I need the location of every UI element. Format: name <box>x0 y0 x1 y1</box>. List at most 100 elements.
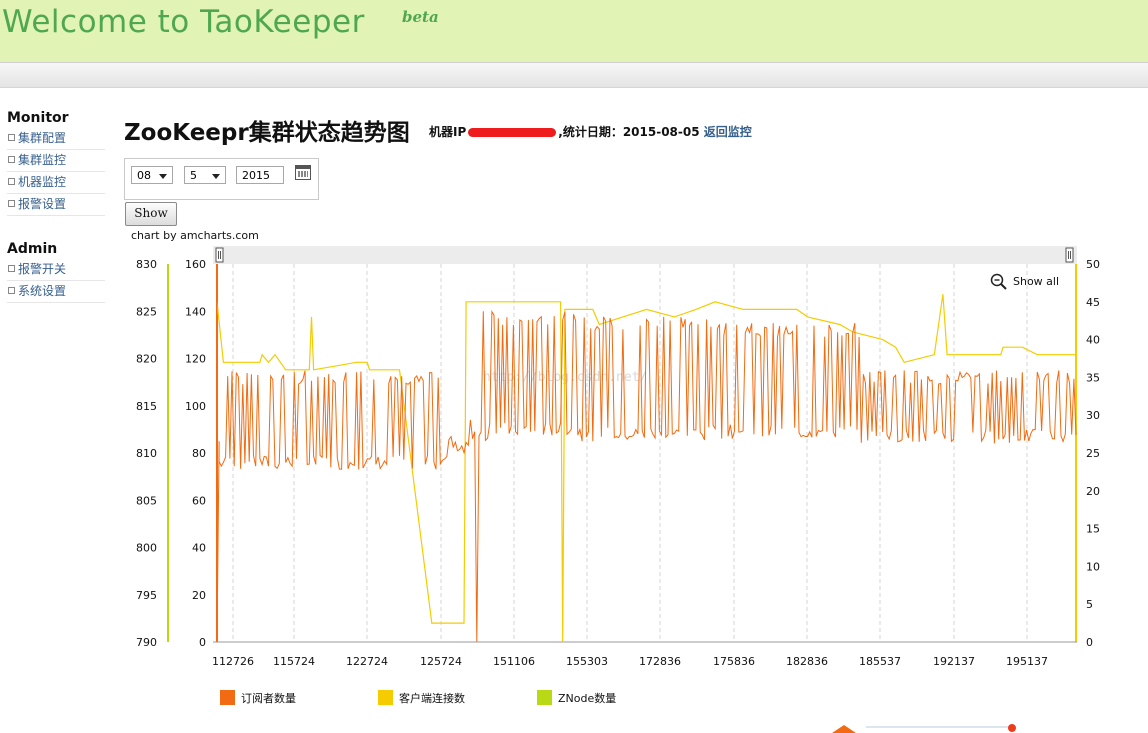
sidebar-item-label: 集群监控 <box>18 153 67 167</box>
right-axis-tick: 30 <box>1086 409 1100 422</box>
chart-credit-link[interactable]: chart by amcharts.com <box>131 229 259 242</box>
legend-swatch <box>220 690 235 705</box>
year-value: 2015 <box>242 169 270 182</box>
sidebar-item-label: 报警设置 <box>18 197 67 211</box>
sidebar-section-monitor: Monitor <box>7 110 69 126</box>
page-header: Welcome to TaoKeeper beta <box>0 0 1148 62</box>
brand-title: Welcome to TaoKeeper <box>2 4 365 40</box>
back-to-monitor-link[interactable]: 返回监控 <box>703 125 752 139</box>
legend-swatch <box>378 690 393 705</box>
x-tick-label: 125724 <box>420 655 462 668</box>
znode-axis-tick: 810 <box>136 447 157 460</box>
right-axis-tick: 35 <box>1086 371 1100 384</box>
znode-axis-tick: 830 <box>136 258 157 271</box>
sidebar-item-machine-monitor[interactable]: 机器监控 <box>7 172 105 194</box>
x-tick-label: 185537 <box>859 655 901 668</box>
show-button[interactable]: Show <box>125 202 177 226</box>
sidebar-item-label: 机器监控 <box>18 175 67 189</box>
show-all-label: Show all <box>1013 275 1059 288</box>
znode-axis-tick: 820 <box>136 353 157 366</box>
znode-axis-tick: 805 <box>136 494 157 507</box>
scrollbar-right-handle[interactable] <box>1065 247 1074 263</box>
right-axis-tick: 25 <box>1086 447 1100 460</box>
chart-scrollbar[interactable] <box>213 246 1077 264</box>
legend-label: ZNode数量 <box>558 692 616 705</box>
brand-beta-badge: beta <box>402 8 439 26</box>
right-axis-tick: 0 <box>1086 636 1093 649</box>
clients-series-line <box>216 294 1076 643</box>
sidebar-heading-admin: Admin <box>7 241 58 257</box>
chevron-down-icon <box>159 174 167 179</box>
znode-axis-tick: 795 <box>136 589 157 602</box>
legend-label: 订阅者数量 <box>241 692 296 705</box>
left-axis-tick: 40 <box>192 542 206 555</box>
x-tick-label: 112726 <box>212 655 254 668</box>
right-axis-tick: 50 <box>1086 258 1100 271</box>
chevron-down-icon <box>212 174 220 179</box>
legend-label: 客户端连接数 <box>399 691 465 705</box>
right-axis-tick: 10 <box>1086 560 1100 573</box>
left-axis-tick: 60 <box>192 494 206 507</box>
left-axis-tick: 0 <box>199 636 206 649</box>
chart-series <box>216 264 1077 643</box>
year-input[interactable]: 2015 <box>236 166 284 184</box>
scrollbar-left-handle[interactable] <box>215 247 224 263</box>
month-value: 08 <box>137 169 151 182</box>
zoom-out-icon <box>990 273 1004 287</box>
nav-bar <box>0 62 1148 88</box>
sidebar-item-label: 集群配置 <box>18 131 67 145</box>
bullet-icon <box>8 200 15 207</box>
month-select[interactable]: 08 <box>131 166 173 184</box>
x-tick-label: 122724 <box>346 655 388 668</box>
day-select[interactable]: 5 <box>184 166 226 184</box>
page-title: ZooKeepr集群状态趋势图 <box>124 120 410 146</box>
right-axis-tick: 45 <box>1086 296 1100 309</box>
machine-ip-label: 机器IP <box>429 125 467 139</box>
znode-axis-tick: 800 <box>136 542 157 555</box>
x-tick-label: 182836 <box>786 655 828 668</box>
x-tick-label: 175836 <box>713 655 755 668</box>
bullet-icon <box>8 265 15 272</box>
axis-ticks: 112726 115724 122724 125724 151106 155303 1728… <box>136 258 1100 668</box>
legend-swatch <box>537 690 552 705</box>
x-tick-label: 172836 <box>639 655 681 668</box>
bullet-icon <box>8 178 15 185</box>
date-picker: 08 5 2015 <box>124 158 319 200</box>
day-value: 5 <box>190 169 197 182</box>
sidebar-item-label: 系统设置 <box>18 284 67 298</box>
x-tick-label: 155303 <box>566 655 608 668</box>
calendar-icon[interactable] <box>295 165 311 180</box>
right-axis-tick: 20 <box>1086 485 1100 498</box>
left-axis-tick: 100 <box>185 400 206 413</box>
chart-grid <box>232 264 1028 642</box>
sidebar-item-system-settings[interactable]: 系统设置 <box>7 281 105 303</box>
sidebar-item-alarm-switch[interactable]: 报警开关 <box>7 259 105 281</box>
sidebar-heading-monitor: Monitor <box>7 110 69 126</box>
chart-legend: 订阅者数量 客户端连接数 ZNode数量 <box>220 690 616 705</box>
sidebar-item-label: 报警开关 <box>18 262 67 276</box>
stats-date: ,统计日期：2015-08-05 <box>558 125 700 139</box>
right-axis-tick: 5 <box>1086 598 1093 611</box>
bullet-icon <box>8 134 15 141</box>
x-tick-label: 115724 <box>273 655 315 668</box>
left-axis-tick: 140 <box>185 305 206 318</box>
show-all-button[interactable]: Show all <box>990 273 1060 290</box>
page-meta: 机器IP ,统计日期：2015-08-05 返回监控 <box>429 123 752 140</box>
right-axis-tick: 40 <box>1086 334 1100 347</box>
x-tick-label: 151106 <box>493 655 535 668</box>
left-axis-tick: 120 <box>185 353 206 366</box>
sidebar-section-admin: Admin <box>7 241 57 257</box>
bottom-decoration <box>832 724 1016 733</box>
sidebar-item-alarm-settings[interactable]: 报警设置 <box>7 194 105 216</box>
sidebar-item-cluster-monitor[interactable]: 集群监控 <box>7 150 105 172</box>
znode-axis-tick: 815 <box>136 400 157 413</box>
redacted-ip <box>468 128 557 137</box>
x-tick-label: 192137 <box>933 655 975 668</box>
znode-axis-tick: 825 <box>136 305 157 318</box>
left-axis-tick: 20 <box>192 589 206 602</box>
left-axis-tick: 160 <box>185 258 206 271</box>
sidebar-item-cluster-config[interactable]: 集群配置 <box>7 128 105 150</box>
right-axis-tick: 15 <box>1086 523 1100 536</box>
bullet-icon <box>8 156 15 163</box>
